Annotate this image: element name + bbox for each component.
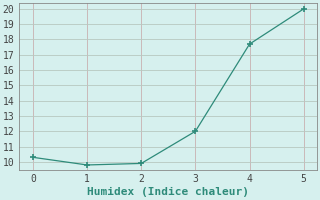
X-axis label: Humidex (Indice chaleur): Humidex (Indice chaleur) — [87, 187, 249, 197]
